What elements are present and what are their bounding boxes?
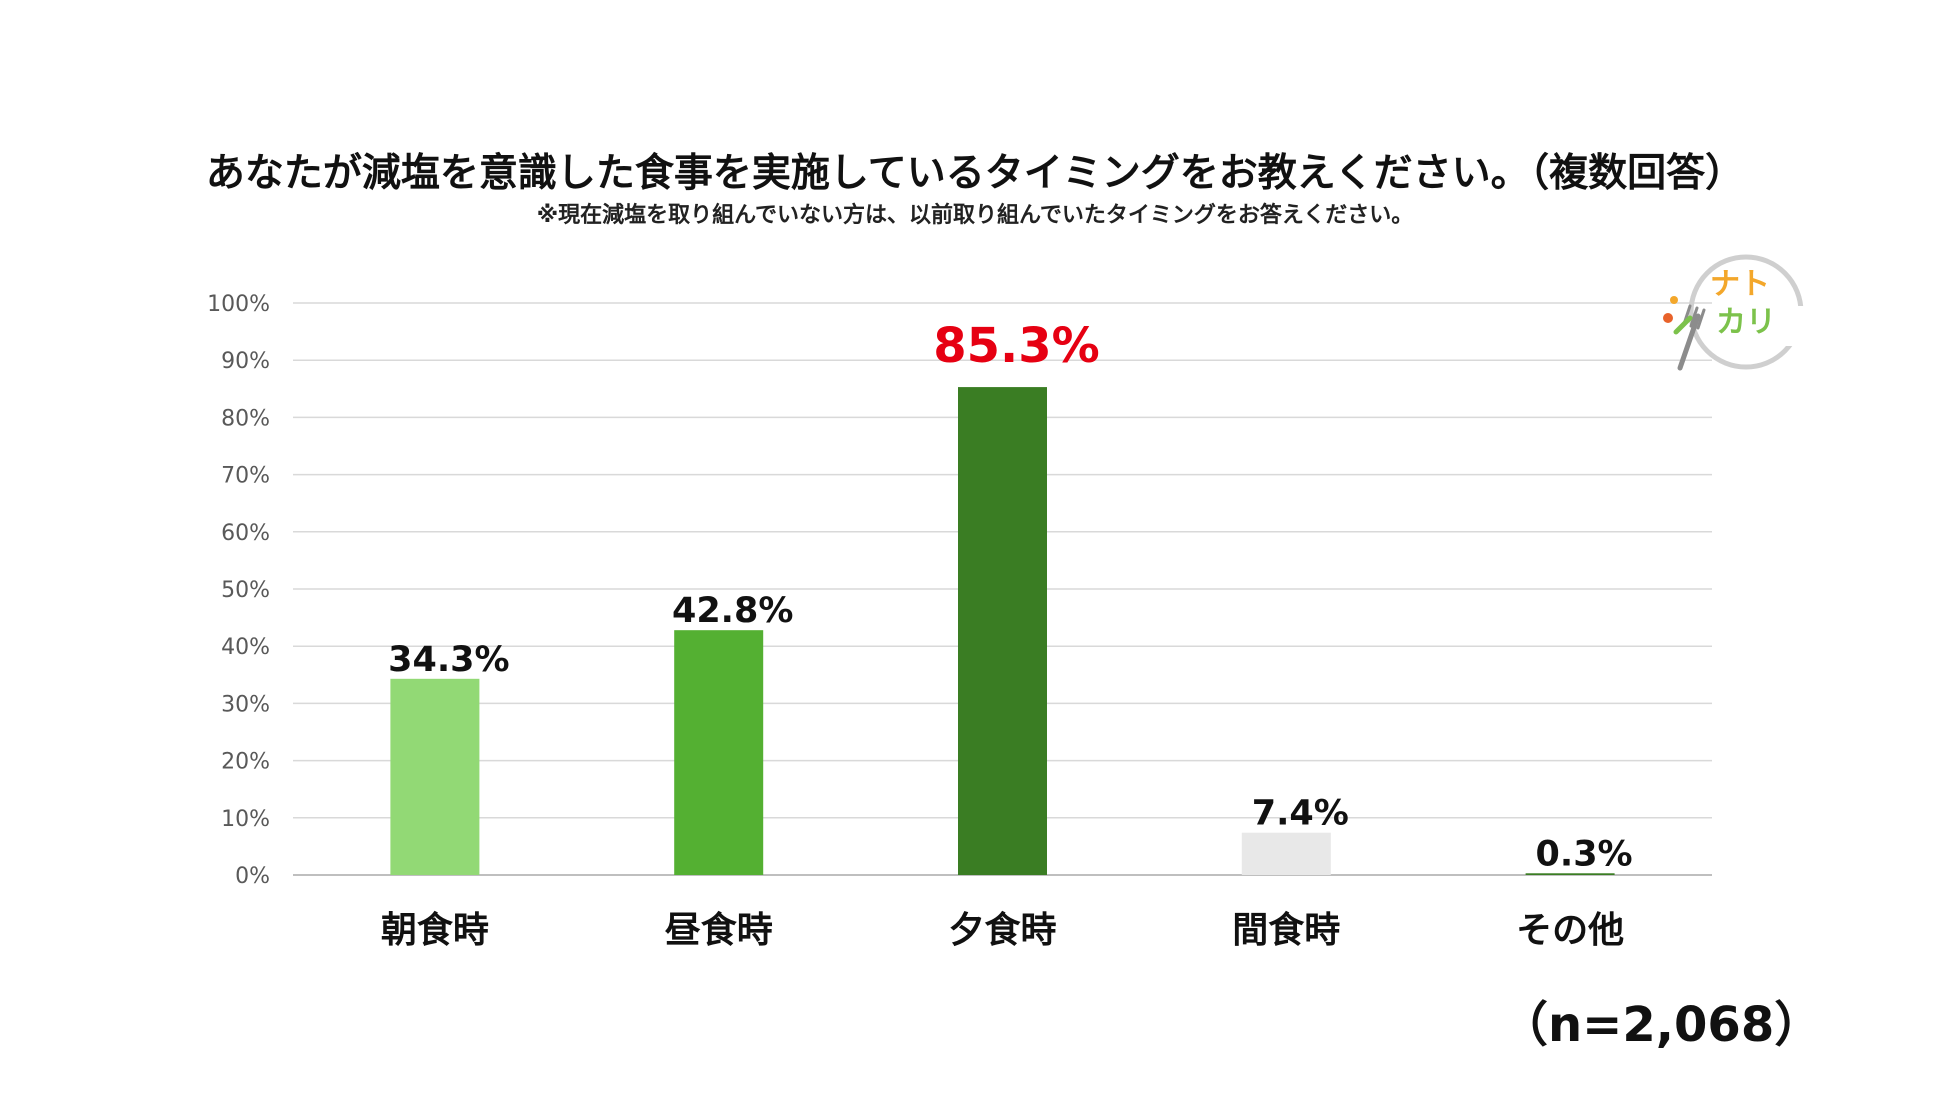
value-labels: 34.3% 42.8% 85.3% 7.4% 0.3% <box>388 318 1632 874</box>
logo-text-top: ナトカリ <box>1710 267 1776 340</box>
category-label-4: 間食時 <box>1232 910 1340 951</box>
y-tick-label: 30% <box>221 692 270 717</box>
y-tick-label: 10% <box>221 807 270 832</box>
x-axis-ticks: 朝食時 昼食時 夕食時 間食時 その他 <box>381 910 1624 951</box>
bars <box>390 387 1615 875</box>
bar-4 <box>1241 832 1331 875</box>
value-label-4: 7.4% <box>1252 794 1349 834</box>
category-label-1: 朝食時 <box>381 910 489 951</box>
category-label-2: 昼食時 <box>665 910 773 951</box>
chart-title: あなたが減塩を意識した食事を実施しているタイミングをお教えください。（複数回答） <box>205 151 1745 196</box>
y-tick-label: 40% <box>221 635 270 660</box>
category-label-3: 夕食時 <box>948 910 1056 951</box>
bar-1 <box>390 678 480 875</box>
bar-3 <box>958 387 1047 875</box>
value-label-3: 85.3% <box>933 318 1100 374</box>
y-tick-label: 70% <box>221 464 270 489</box>
bar-5 <box>1525 873 1615 875</box>
chart-subtitle: ※現在減塩を取り組んでいない方は、以前取り組んでいたタイミングをお答えください。 <box>536 203 1414 228</box>
value-label-5: 0.3% <box>1536 834 1633 874</box>
value-label-1: 34.3% <box>388 640 509 680</box>
y-tick-label: 60% <box>221 521 270 546</box>
y-tick-label: 50% <box>221 578 270 603</box>
bar-2 <box>674 630 764 875</box>
value-label-2: 42.8% <box>672 591 793 631</box>
y-tick-label: 100% <box>207 292 270 317</box>
fork-vegetable-logo-icon: ナトカリ <box>1663 254 1810 371</box>
y-tick-label: 20% <box>221 750 270 775</box>
y-tick-label: 90% <box>221 349 270 374</box>
sample-size-label: （n=2,068） <box>1500 997 1823 1053</box>
y-tick-label: 80% <box>221 406 270 431</box>
y-tick-label: 0% <box>235 864 270 889</box>
category-label-5: その他 <box>1516 910 1624 951</box>
y-axis-ticks: 0% 10% 20% 30% 40% 50% 60% 70% 80% 90% 100% <box>207 292 270 889</box>
